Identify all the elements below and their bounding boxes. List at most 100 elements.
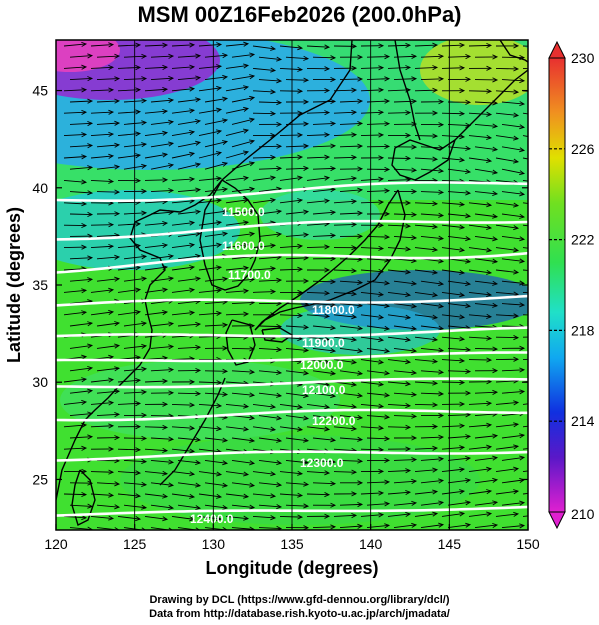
- wind-vector: [339, 525, 363, 529]
- wind-vector-head: [405, 511, 412, 517]
- wind-vector-head: [108, 178, 115, 184]
- wind-vector: [360, 269, 384, 273]
- wind-vector: [69, 527, 93, 530]
- wind-vector: [501, 191, 525, 195]
- wind-vector: [171, 131, 195, 137]
- wind-vector-head: [330, 437, 337, 443]
- wind-vector: [360, 201, 384, 204]
- wind-vector-head: [513, 335, 520, 341]
- wind-vector-head: [303, 370, 310, 376]
- colorbar-ticks: 210 214 218 222 226 230: [549, 50, 595, 522]
- wind-vector-head: [81, 354, 88, 360]
- wind-vector-head: [459, 401, 466, 407]
- wind-vector: [198, 244, 222, 249]
- wind-vector: [117, 448, 141, 451]
- wind-vector-head: [168, 390, 175, 396]
- wind-vector-head: [519, 523, 526, 529]
- wind-vector: [447, 370, 471, 373]
- wind-vector: [204, 210, 228, 215]
- wind-vector: [414, 89, 438, 92]
- wind-vector: [393, 168, 417, 171]
- wind-vector: [529, 304, 551, 305]
- wind-vector-head: [405, 314, 412, 320]
- wind-vector: [225, 151, 249, 159]
- wind-vector-head: [486, 466, 493, 472]
- wind-vector: [144, 380, 168, 383]
- wind-vector: [231, 482, 255, 487]
- wind-vector-head: [492, 368, 499, 374]
- wind-vector: [312, 459, 336, 463]
- wind-vector: [468, 291, 492, 296]
- wind-vector-head: [438, 235, 445, 241]
- wind-vector-head: [189, 42, 196, 48]
- wind-vector: [495, 224, 519, 229]
- wind-vector-head: [87, 277, 94, 283]
- wind-vector: [258, 527, 282, 530]
- x-tick-label: 135: [280, 536, 304, 552]
- wind-vector-head: [438, 413, 445, 419]
- wind-vector: [204, 437, 228, 442]
- wind-vector-head: [513, 43, 520, 49]
- wind-vector: [285, 56, 309, 60]
- wind-vector: [312, 370, 336, 375]
- wind-vector-head: [243, 41, 250, 47]
- wind-vector-head: [384, 188, 391, 194]
- wind-vector: [360, 89, 384, 92]
- wind-vector-head: [378, 109, 385, 115]
- wind-vector: [171, 403, 195, 406]
- wind-vector: [441, 247, 465, 251]
- wind-vector-head: [303, 503, 310, 509]
- wind-vector: [339, 437, 363, 441]
- wind-vector: [285, 303, 309, 305]
- wind-vector: [447, 168, 471, 173]
- wind-vector: [150, 482, 174, 486]
- wind-vector-head: [432, 133, 439, 139]
- wind-vector-head: [243, 242, 250, 248]
- wind-vector: [495, 423, 519, 428]
- wind-vector-head: [249, 369, 256, 375]
- wind-vector-head: [108, 222, 115, 228]
- wind-vector: [231, 415, 255, 419]
- wind-vector: [339, 303, 363, 307]
- wind-vector: [420, 191, 444, 193]
- wind-vector-head: [438, 500, 445, 506]
- wind-vector: [69, 191, 93, 194]
- wind-vector-head: [459, 292, 466, 298]
- wind-vector: [177, 459, 201, 464]
- wind-vector-head: [87, 98, 94, 104]
- wind-vector-head: [519, 500, 526, 506]
- wind-vector-head: [303, 99, 310, 105]
- wind-vector: [258, 256, 282, 260]
- wind-vector-head: [465, 281, 472, 287]
- wind-vector-head: [222, 187, 229, 193]
- wind-vector: [171, 109, 195, 114]
- wind-vector: [441, 202, 465, 206]
- wind-vector-head: [189, 130, 196, 136]
- wind-vector-head: [384, 303, 391, 309]
- wind-vector-head: [222, 74, 229, 80]
- wind-vector-head: [330, 256, 337, 262]
- wind-vector-head: [195, 75, 202, 81]
- wind-vector-head: [432, 489, 439, 495]
- wind-vector: [198, 289, 222, 293]
- wind-vector-head: [87, 76, 94, 82]
- wind-vector: [529, 147, 551, 151]
- wind-vector-head: [378, 245, 385, 251]
- wind-vector: [495, 135, 519, 140]
- wind-vector: [387, 336, 411, 341]
- wind-vector-head: [330, 415, 337, 421]
- y-tick-label: 35: [32, 277, 48, 293]
- wind-vector: [414, 157, 438, 160]
- wind-vector-head: [324, 244, 331, 250]
- wind-vector-head: [141, 163, 148, 169]
- wind-vector: [501, 168, 525, 174]
- wind-vector: [474, 524, 498, 529]
- wind-vector-head: [438, 281, 445, 287]
- wind-vector-head: [459, 247, 466, 253]
- wind-vector-head: [270, 89, 277, 95]
- wind-vector: [150, 164, 174, 170]
- wind-vector: [474, 168, 498, 174]
- wind-vector: [441, 512, 465, 517]
- wind-vector-head: [297, 110, 304, 116]
- wind-vector: [420, 325, 444, 330]
